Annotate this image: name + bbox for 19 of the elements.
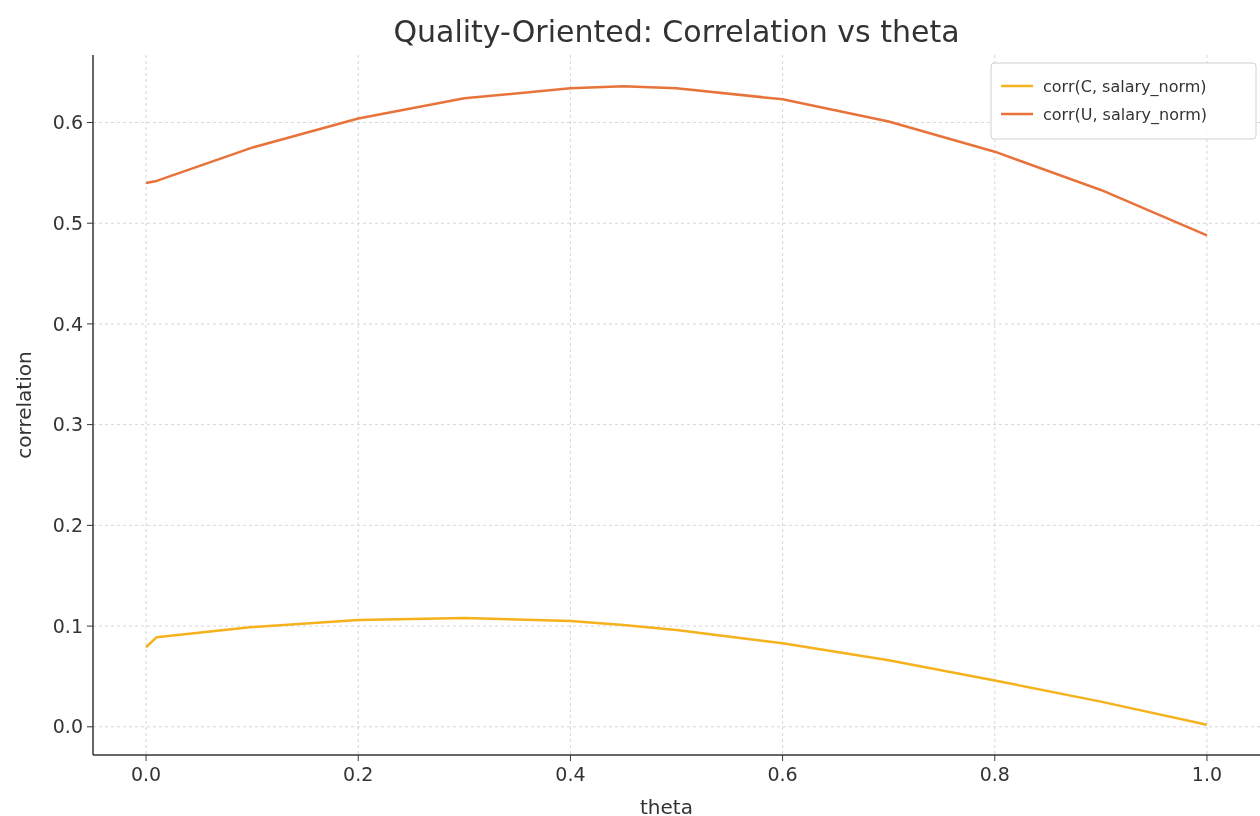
y-axis-title: correlation bbox=[12, 351, 36, 459]
line-series bbox=[144, 616, 1209, 727]
chart-title: Quality-Oriented: Correlation vs theta bbox=[393, 14, 960, 49]
legend-label: corr(C, salary_norm) bbox=[1043, 76, 1207, 97]
y-tick-label: 0.4 bbox=[52, 312, 83, 335]
x-tick-label: 0.6 bbox=[767, 763, 798, 785]
x-tick-label: 0.4 bbox=[555, 763, 586, 785]
legend-label: corr(U, salary_norm) bbox=[1043, 104, 1208, 125]
y-tick-label: 0.3 bbox=[52, 413, 83, 436]
x-tick-label: 0.8 bbox=[979, 763, 1010, 785]
x-axis-title: theta bbox=[640, 795, 693, 816]
x-tick-label: 0.0 bbox=[130, 763, 162, 785]
y-tick-label: 0.0 bbox=[52, 715, 83, 738]
y-tick-label: 0.5 bbox=[52, 211, 83, 234]
y-tick-label: 0.2 bbox=[52, 514, 83, 537]
y-tick-label: 0.6 bbox=[52, 111, 83, 134]
y-tick-label: 0.1 bbox=[52, 614, 83, 637]
x-tick-label: 0.2 bbox=[343, 763, 374, 785]
x-tick-label: 1.0 bbox=[1191, 763, 1223, 785]
